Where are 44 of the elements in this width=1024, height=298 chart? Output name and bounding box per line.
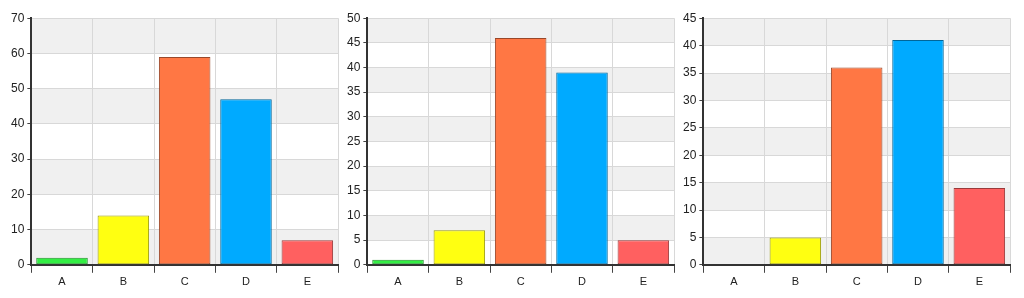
x-tick-label: E [303, 275, 312, 288]
x-tick-label: D [578, 275, 587, 288]
x-tick-label: C [516, 275, 525, 288]
x-tick-label: E [975, 275, 984, 288]
y-tick-label: 45 [682, 10, 697, 25]
x-tick-label: C [852, 275, 861, 288]
y-tick-label: 30 [10, 151, 25, 166]
y-tick-label: 25 [682, 120, 697, 135]
y-tick-label: 40 [10, 116, 25, 131]
y-tick-label: 45 [346, 35, 361, 50]
y-tick-label: 5 [353, 232, 361, 247]
x-tick-label: A [730, 275, 739, 288]
y-tick-label: 20 [682, 147, 697, 162]
y-tick-label: 20 [10, 186, 25, 201]
y-tick-label: 30 [682, 92, 697, 107]
x-tick-label: A [394, 275, 403, 288]
y-tick-label: 0 [17, 257, 25, 272]
y-tick-label: 5 [689, 229, 697, 244]
x-tick-label: D [914, 275, 923, 288]
y-tick-label: 15 [682, 174, 697, 189]
y-tick-label: 50 [10, 80, 25, 95]
y-tick-label: 0 [353, 257, 361, 272]
x-tick-label: A [58, 275, 67, 288]
x-tick-label: B [791, 275, 800, 288]
x-tick-label: D [242, 275, 251, 288]
y-tick-label: 15 [346, 183, 361, 198]
y-tick-label: 25 [346, 133, 361, 148]
x-tick-label: E [639, 275, 648, 288]
y-tick-label: 35 [682, 65, 697, 80]
y-tick-label: 35 [346, 84, 361, 99]
y-tick-label: 10 [346, 207, 361, 222]
y-tick-label: 70 [10, 10, 25, 25]
y-tick-label: 20 [346, 158, 361, 173]
x-tick-label: C [180, 275, 189, 288]
y-tick-label: 60 [10, 45, 25, 60]
y-tick-label: 40 [346, 59, 361, 74]
y-tick-label: 10 [682, 202, 697, 217]
x-tick-label: B [455, 275, 464, 288]
x-tick-label: B [119, 275, 128, 288]
y-tick-label: 10 [10, 221, 25, 236]
y-tick-label: 30 [346, 109, 361, 124]
y-tick-label: 50 [346, 10, 361, 25]
y-tick-label: 0 [689, 257, 697, 272]
y-tick-label: 40 [682, 37, 697, 52]
